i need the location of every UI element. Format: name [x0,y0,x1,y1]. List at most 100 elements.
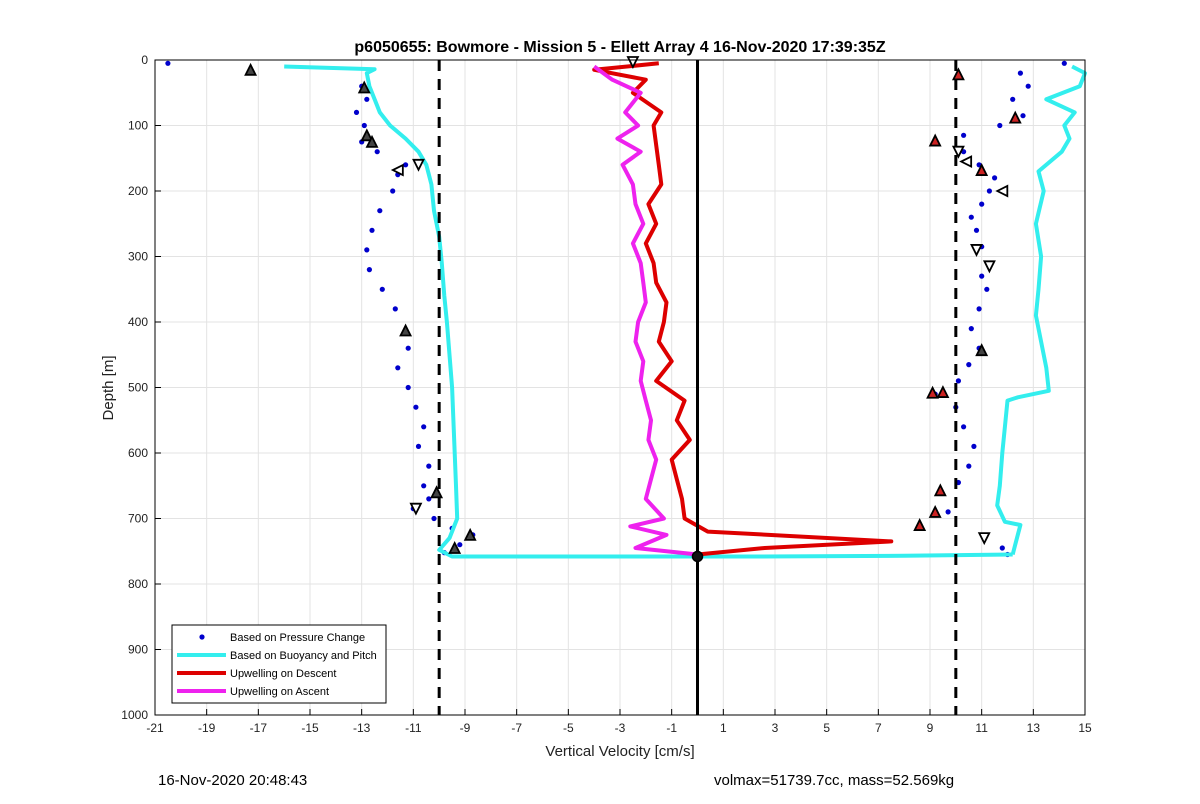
based-on-pressure-change-descent-point [431,515,437,522]
triangle-up-marker [975,343,989,357]
based-on-pressure-change-ascent-point [984,286,990,292]
legend-item-1-swatch [199,634,205,640]
x-tick-label: -1 [666,721,677,735]
legend-item-4-label: Upwelling on Ascent [230,686,329,698]
based-on-pressure-change-descent-point [405,345,411,351]
x-tick-label: -7 [511,721,522,735]
based-on-pressure-change-ascent-point [955,378,962,384]
based-on-pressure-change-descent-point [403,162,409,168]
y-tick-label: 800 [128,577,148,591]
triangle-up-marker [399,323,413,337]
based-on-pressure-change-ascent-point [966,463,972,469]
based-on-pressure-change-descent-point [377,208,383,214]
y-tick-label: 900 [128,643,148,657]
based-on-pressure-change-descent-point [392,306,398,312]
y-tick-label: 700 [128,512,148,526]
based-on-pressure-change-descent-point [415,443,422,449]
triangle-up-marker [244,62,258,76]
triangle-up-marker [357,80,371,94]
y-tick-label: 300 [128,250,148,264]
triangle-down-marker [409,502,423,516]
legend-item-3-label: Upwelling on Descent [230,668,336,680]
based-on-pressure-change-descent-point [405,384,411,391]
triangle-up-red-marker [928,133,942,147]
y-tick-label: 600 [128,446,148,460]
event-markers [244,56,1022,563]
based-on-pressure-change-ascent-point [979,201,985,207]
x-tick-label: 9 [927,721,934,735]
x-tick-label: 3 [772,721,779,735]
upwelling-on-descent-line [592,61,894,557]
triangle-up-marker [430,485,444,499]
y-tick-label: 0 [141,53,148,67]
based-on-pressure-change-descent-point [421,483,427,489]
x-tick-label: -17 [250,721,268,735]
x-tick-label: -19 [198,721,216,735]
triangle-up-red-marker [933,483,947,497]
based-on-pressure-change-ascent-point [986,188,993,194]
x-tick-label: 7 [875,721,882,735]
based-on-pressure-change-descent-point [379,286,385,292]
based-on-pressure-change-ascent-point [992,175,998,181]
based-on-pressure-change-descent-point [457,542,463,548]
x-tick-label: -15 [301,721,319,735]
based-on-pressure-change-descent-point [364,247,370,253]
axis-ticks: -21 -19 -17 -15 -13 -11 -9 -7 -5 -3 -1 1 3 5 7 9 11 13 150… [121,53,1092,735]
based-on-pressure-change-ascent-point [979,273,985,279]
based-on-pressure-change-ascent-point [973,227,980,233]
x-tick-label: -11 [405,721,422,735]
based-on-pressure-change-descent-point [364,96,370,102]
based-on-pressure-change-ascent-point [1020,113,1026,119]
based-on-pressure-change-ascent-point [945,509,951,515]
based-on-pressure-change-descent-point [426,496,432,502]
based-on-pressure-change-descent-point [395,365,401,371]
triangle-up-red-marker [1008,110,1022,124]
x-tick-label: -13 [353,721,371,735]
grid [154,59,1086,716]
triangle-down-marker [977,532,991,546]
upwelling-on-ascent-line [593,64,698,557]
circle-marker [691,550,704,563]
based-on-pressure-change-ascent-point [999,545,1005,551]
based-on-pressure-change-ascent-point [961,424,967,430]
triangle-up-red-marker [926,385,940,399]
based-on-pressure-change-ascent-point [966,362,972,368]
triangle-left-marker [959,155,973,168]
reference-lines [437,60,958,715]
based-on-pressure-change-descent-point [426,463,432,469]
based-on-pressure-change-ascent-point [1010,96,1016,102]
based-on-pressure-change-descent-point [390,188,396,194]
y-tick-label: 500 [128,381,148,395]
based-on-pressure-change-descent-point [353,109,360,115]
legend-item-1-label: Based on Pressure Change [230,632,365,644]
triangle-left-marker [995,184,1009,198]
based-on-buoyancy-and-pitch-descent-line [284,64,1013,559]
based-on-buoyancy-and-pitch-ascent-line [995,64,1087,555]
x-tick-label: 1 [720,721,727,735]
triangle-left-marker [390,163,404,177]
x-axis-label: Vertical Velocity [cm/s] [545,743,694,760]
x-tick-label: -5 [563,721,574,735]
x-tick-label: 11 [975,721,988,735]
triangle-up-red-marker [975,163,989,176]
footer-stats: volmax=51739.7cc, mass=52.569kg [714,772,955,789]
triangle-up-marker [360,128,374,142]
x-tick-label: -21 [146,721,164,735]
triangle-up-red-marker [951,67,965,81]
data-series [165,60,1087,559]
legend-item-2-label: Based on Buoyancy and Pitch [230,650,377,662]
triangle-down-marker [626,56,640,69]
triangle-up-marker [365,134,379,148]
x-tick-label: -3 [615,721,626,735]
triangle-up-red-marker [928,504,942,518]
y-tick-label: 1000 [121,708,148,722]
y-tick-label: 400 [128,315,148,329]
based-on-pressure-change-descent-point [369,227,375,233]
based-on-pressure-change-ascent-point [968,214,974,220]
based-on-pressure-change-ascent-point [1025,83,1031,89]
based-on-pressure-change-ascent-point [997,122,1003,129]
x-tick-label: 13 [1027,721,1041,735]
based-on-pressure-change-ascent-point [976,306,982,312]
triangle-up-red-marker [913,518,927,531]
based-on-pressure-change-descent-point [413,404,419,410]
